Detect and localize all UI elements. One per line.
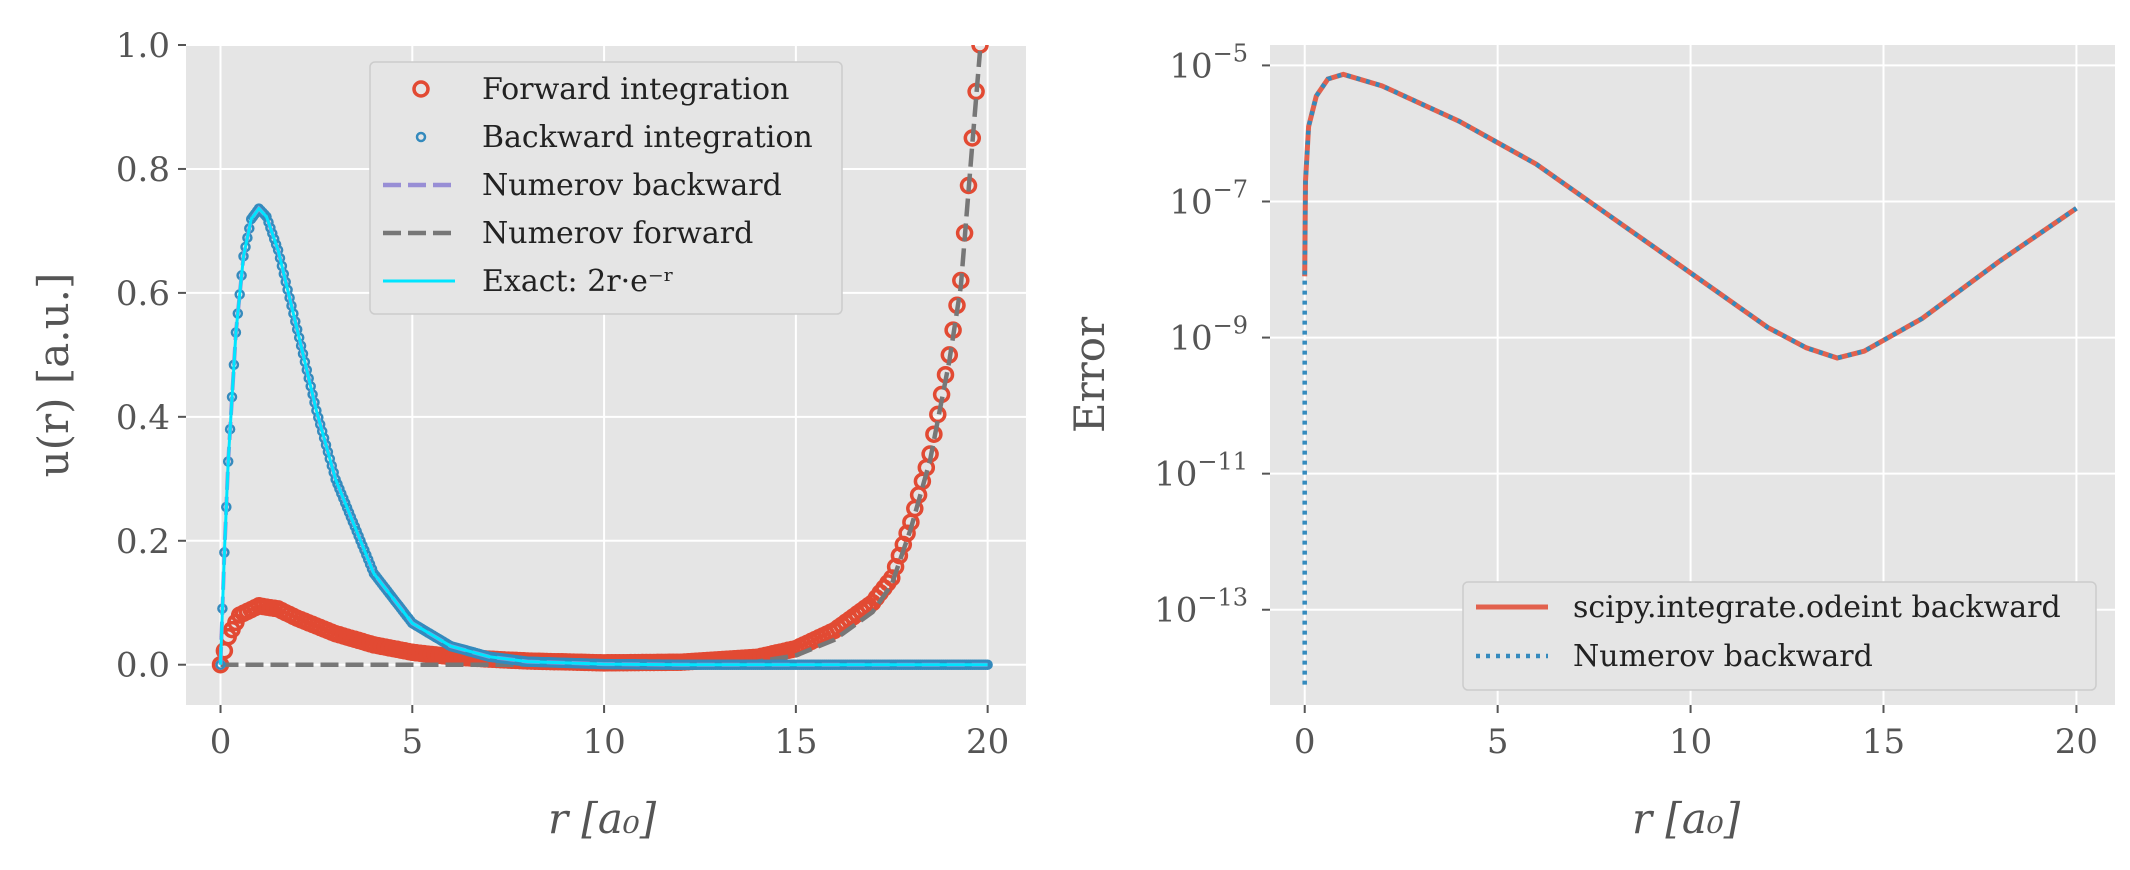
right-chart: 0 5 10 15 20 10−5 10−7 10−9 10−11 10−13 r [a₀] Er… <box>1065 39 2115 843</box>
right-x-axis-title-text: r [a₀] <box>1632 794 1741 843</box>
right-legend-box <box>1462 581 2097 691</box>
left-x-tick-label: 10 <box>582 722 625 762</box>
left-legend-box <box>369 61 843 315</box>
legend-item-numerov-backward: Numerov backward <box>383 168 782 203</box>
series-odeint-backward <box>1302 71 2078 361</box>
right-x-tick-label: 15 <box>1862 722 1905 762</box>
left-legend: Forward integration Backward integration… <box>369 61 843 315</box>
legend-marker-forward <box>412 80 430 98</box>
left-series <box>211 45 993 674</box>
right-ticks: 0 5 10 15 20 10−5 10−7 10−9 10−11 10−13 <box>1154 39 2098 762</box>
left-y-tick-label: 0.4 <box>116 398 170 438</box>
right-y-tick-label: 10−5 <box>1169 39 1248 86</box>
legend-item-numerov-forward: Numerov forward <box>383 216 753 251</box>
left-y-tick-label: 0.2 <box>116 522 170 562</box>
right-x-tick-label: 10 <box>1669 722 1712 762</box>
legend-label-numerov-backward-err: Numerov backward <box>1573 639 1873 674</box>
left-ticks: 0 5 10 15 20 0.0 0.2 0.4 0.6 0.8 1.0 <box>116 26 1009 762</box>
left-x-axis-title: r [a₀] <box>548 794 657 843</box>
legend-item-forward: Forward integration <box>412 72 789 107</box>
right-y-tick-label: 10−7 <box>1169 175 1248 222</box>
right-y-axis-title: Error <box>1065 316 1114 433</box>
right-series <box>1302 71 2078 685</box>
left-y-axis-title: u(r) [a.u.] <box>29 273 78 478</box>
left-y-tick-label: 1.0 <box>116 26 170 66</box>
right-x-tick-label: 20 <box>2055 722 2098 762</box>
left-x-tick-label: 15 <box>774 722 817 762</box>
right-y-tick-label: 10−13 <box>1154 584 1248 631</box>
left-y-tick-label: 0.8 <box>116 150 170 190</box>
legend-label-exact: Exact: 2r·e⁻ʳ <box>482 264 674 299</box>
right-x-axis-title: r [a₀] <box>1632 794 1741 843</box>
legend-item-backward: Backward integration <box>415 120 813 155</box>
right-x-tick-label: 5 <box>1487 722 1509 762</box>
legend-label-backward: Backward integration <box>482 120 813 155</box>
legend-item-numerov-backward-err: Numerov backward <box>1476 639 1873 674</box>
legend-label-forward: Forward integration <box>482 72 789 107</box>
right-y-axis-title-text: Error <box>1065 316 1114 433</box>
right-y-tick-label: 10−9 <box>1169 312 1248 359</box>
right-legend: scipy.integrate.odeint backward Numerov … <box>1462 581 2097 691</box>
left-x-tick-label: 5 <box>401 722 423 762</box>
legend-label-numerov-backward: Numerov backward <box>482 168 782 203</box>
left-chart: 0 5 10 15 20 0.0 0.2 0.4 0.6 0.8 1.0 r [a₀] u(r) [… <box>29 26 1026 843</box>
legend-marker-backward <box>415 131 427 143</box>
left-y-tick-label: 0.6 <box>116 274 170 314</box>
right-y-tick-label: 10−11 <box>1154 448 1248 495</box>
legend-item-exact: Exact: 2r·e⁻ʳ <box>383 264 674 299</box>
series-exact <box>219 206 988 667</box>
left-x-tick-label: 0 <box>210 722 232 762</box>
legend-label-numerov-forward: Numerov forward <box>482 216 753 251</box>
right-x-tick-label: 0 <box>1294 722 1316 762</box>
left-y-tick-label: 0.0 <box>116 646 170 686</box>
legend-item-odeint: scipy.integrate.odeint backward <box>1476 590 2061 625</box>
legend-label-odeint: scipy.integrate.odeint backward <box>1573 590 2061 625</box>
left-x-axis-title-text: r [a₀] <box>548 794 657 843</box>
left-x-tick-label: 20 <box>966 722 1009 762</box>
left-y-axis-title-text: u(r) [a.u.] <box>29 273 78 478</box>
forward-marker <box>925 425 943 443</box>
